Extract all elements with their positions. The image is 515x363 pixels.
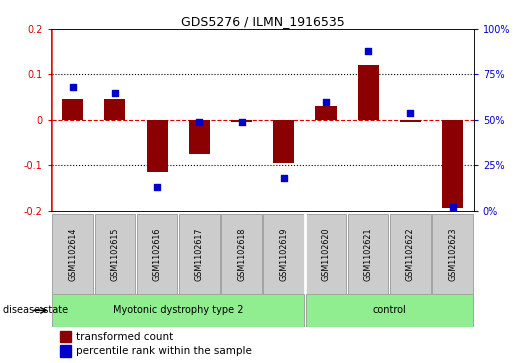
Text: GSM1102620: GSM1102620	[321, 227, 331, 281]
Point	[364, 48, 372, 54]
Text: GSM1102616: GSM1102616	[152, 227, 162, 281]
Text: GSM1102617: GSM1102617	[195, 227, 204, 281]
Text: percentile rank within the sample: percentile rank within the sample	[76, 346, 251, 356]
Bar	[264, 214, 304, 294]
Bar	[104, 99, 125, 120]
Bar	[179, 214, 219, 294]
Bar	[53, 214, 93, 294]
Bar	[273, 120, 294, 163]
Text: GSM1102621: GSM1102621	[364, 227, 373, 281]
Point	[406, 110, 415, 115]
Point	[449, 204, 457, 210]
Bar	[306, 294, 473, 327]
Text: disease state: disease state	[3, 305, 67, 315]
Bar	[53, 294, 304, 327]
Text: Myotonic dystrophy type 2: Myotonic dystrophy type 2	[113, 305, 244, 315]
Title: GDS5276 / ILMN_1916535: GDS5276 / ILMN_1916535	[181, 15, 345, 28]
Point	[111, 90, 119, 95]
Point	[280, 175, 288, 181]
Bar	[188, 120, 210, 154]
Text: transformed count: transformed count	[76, 331, 173, 342]
Bar	[357, 65, 379, 120]
Text: GSM1102618: GSM1102618	[237, 227, 246, 281]
Bar	[221, 214, 262, 294]
Bar	[231, 120, 252, 122]
Bar	[390, 214, 431, 294]
Bar	[146, 120, 167, 172]
Bar	[62, 99, 83, 120]
Bar	[60, 345, 71, 357]
Text: GSM1102614: GSM1102614	[68, 227, 77, 281]
Point	[195, 119, 203, 125]
Text: GSM1102615: GSM1102615	[110, 227, 119, 281]
Bar	[306, 214, 346, 294]
Bar	[400, 120, 421, 122]
Bar	[348, 214, 388, 294]
Bar	[95, 214, 135, 294]
Text: GSM1102622: GSM1102622	[406, 227, 415, 281]
Text: control: control	[372, 305, 406, 315]
Point	[322, 99, 330, 105]
Bar	[433, 214, 473, 294]
Bar	[60, 331, 71, 342]
Point	[153, 184, 161, 190]
Bar	[442, 120, 463, 208]
Point	[68, 84, 77, 90]
Text: GSM1102619: GSM1102619	[279, 227, 288, 281]
Text: GSM1102623: GSM1102623	[448, 227, 457, 281]
Bar	[137, 214, 177, 294]
Point	[237, 119, 246, 125]
Bar	[315, 106, 336, 120]
